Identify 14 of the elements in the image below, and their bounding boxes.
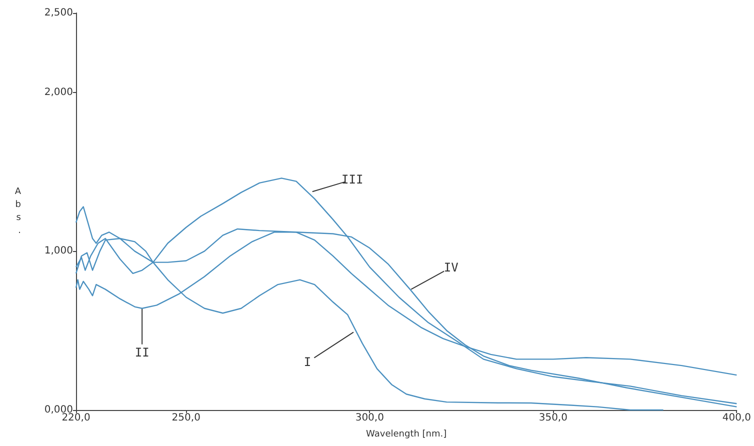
x-tick-label: 220,0 — [62, 412, 90, 424]
y-tick-label: 1,000 — [44, 246, 73, 257]
annotation: I — [304, 355, 312, 370]
annotation: III — [342, 172, 364, 187]
x-axis-title: Wavelength [nm.] — [366, 429, 447, 440]
annotation: IV — [444, 260, 458, 274]
x-tick-label: 350,0 — [538, 412, 568, 424]
x-tick-label: 250,0 — [172, 412, 200, 424]
x-tick-label: 300,0 — [355, 412, 384, 424]
y-tick-label: 2,000 — [44, 86, 73, 98]
x-tick-label: 400,0 — [722, 412, 752, 424]
annotation: II — [134, 345, 150, 360]
y-axis-title: Abs. — [14, 187, 22, 236]
y-tick-label: 2,500 — [44, 8, 73, 18]
